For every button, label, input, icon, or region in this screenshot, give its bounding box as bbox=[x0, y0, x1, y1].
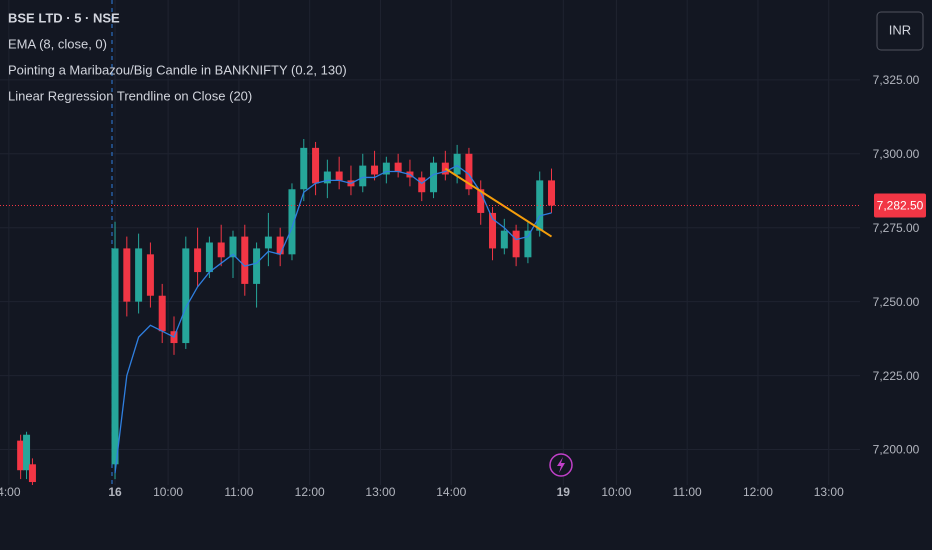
candle-body bbox=[500, 230, 508, 249]
x-tick-label: 13:00 bbox=[365, 485, 395, 499]
candle-body bbox=[477, 189, 485, 213]
candle-body bbox=[135, 248, 143, 302]
candle-body bbox=[17, 440, 25, 471]
candle-body bbox=[146, 254, 154, 296]
candle-body bbox=[300, 147, 308, 190]
candle-body bbox=[288, 189, 296, 255]
y-tick-label: 7,225.00 bbox=[873, 369, 920, 383]
candle-body bbox=[111, 248, 119, 465]
event-bolt[interactable] bbox=[557, 457, 565, 473]
legend-symbol: BSE LTD · 5 · NSE bbox=[8, 10, 120, 25]
candle-body bbox=[323, 171, 331, 184]
x-tick-label: 10:00 bbox=[601, 485, 631, 499]
candle-body bbox=[276, 236, 284, 255]
candle-body bbox=[453, 153, 461, 175]
candle-body bbox=[229, 236, 237, 258]
y-tick-label: 7,275.00 bbox=[873, 221, 920, 235]
y-tick-label: 7,250.00 bbox=[873, 295, 920, 309]
y-tick-label: 7,200.00 bbox=[873, 443, 920, 457]
candle-body bbox=[28, 464, 36, 483]
candle-body bbox=[194, 248, 202, 273]
plot bbox=[0, 138, 860, 485]
candle-body bbox=[536, 180, 544, 231]
candle-body bbox=[241, 236, 249, 284]
grid bbox=[0, 0, 860, 485]
candle-body bbox=[123, 248, 131, 302]
candle-body bbox=[359, 165, 367, 187]
x-tick-label: 13:00 bbox=[814, 485, 844, 499]
x-tick-label: 11:00 bbox=[224, 485, 253, 499]
y-tick-label: 7,300.00 bbox=[873, 147, 920, 161]
candle-body bbox=[217, 242, 225, 258]
x-tick-label: 19 bbox=[557, 485, 571, 499]
currency-label[interactable]: INR bbox=[889, 22, 911, 37]
candle-body bbox=[489, 212, 497, 249]
x-tick-label: 10:00 bbox=[153, 485, 183, 499]
y-tick-label: 7,325.00 bbox=[873, 73, 920, 87]
legend-regression: Linear Regression Trendline on Close (20… bbox=[8, 88, 252, 103]
candle-body bbox=[205, 242, 213, 273]
candle-body bbox=[371, 165, 379, 175]
x-tick-label: 4:00 bbox=[0, 485, 21, 499]
x-tick-label: 12:00 bbox=[295, 485, 325, 499]
candle-body bbox=[548, 180, 556, 206]
candle-body bbox=[312, 147, 320, 184]
legend: BSE LTD · 5 · NSE EMA (8, close, 0) Poin… bbox=[8, 10, 347, 103]
candle-body bbox=[430, 162, 438, 193]
x-tick-label: 14:00 bbox=[436, 485, 466, 499]
currency-button[interactable] bbox=[876, 11, 924, 51]
candle-body bbox=[158, 295, 166, 332]
candle-body bbox=[264, 236, 272, 249]
x-tick-label: 16 bbox=[108, 485, 122, 499]
candle-body bbox=[382, 162, 390, 175]
x-tick-label: 12:00 bbox=[743, 485, 773, 499]
legend-indicator: Pointing a Maribazou/Big Candle in BANKN… bbox=[8, 62, 347, 77]
last-price-label: 7,282.50 bbox=[877, 199, 924, 213]
indicator-line bbox=[444, 167, 553, 238]
candle-body bbox=[465, 153, 473, 190]
candle-body bbox=[524, 230, 532, 258]
last-price-box bbox=[874, 193, 926, 218]
candle-body bbox=[182, 248, 190, 344]
axes: 7,200.00 7,225.00 7,250.00 7,275.00 7,300.00… bbox=[0, 73, 926, 499]
candle-body bbox=[23, 434, 31, 471]
candle-body bbox=[253, 248, 261, 284]
candle-body bbox=[335, 171, 343, 181]
candle-body bbox=[512, 230, 520, 258]
candle-body bbox=[418, 177, 426, 193]
x-tick-label: 11:00 bbox=[673, 485, 702, 499]
event-icon[interactable] bbox=[549, 453, 573, 477]
candle-body bbox=[394, 162, 402, 172]
legend-ema: EMA (8, close, 0) bbox=[8, 36, 107, 51]
